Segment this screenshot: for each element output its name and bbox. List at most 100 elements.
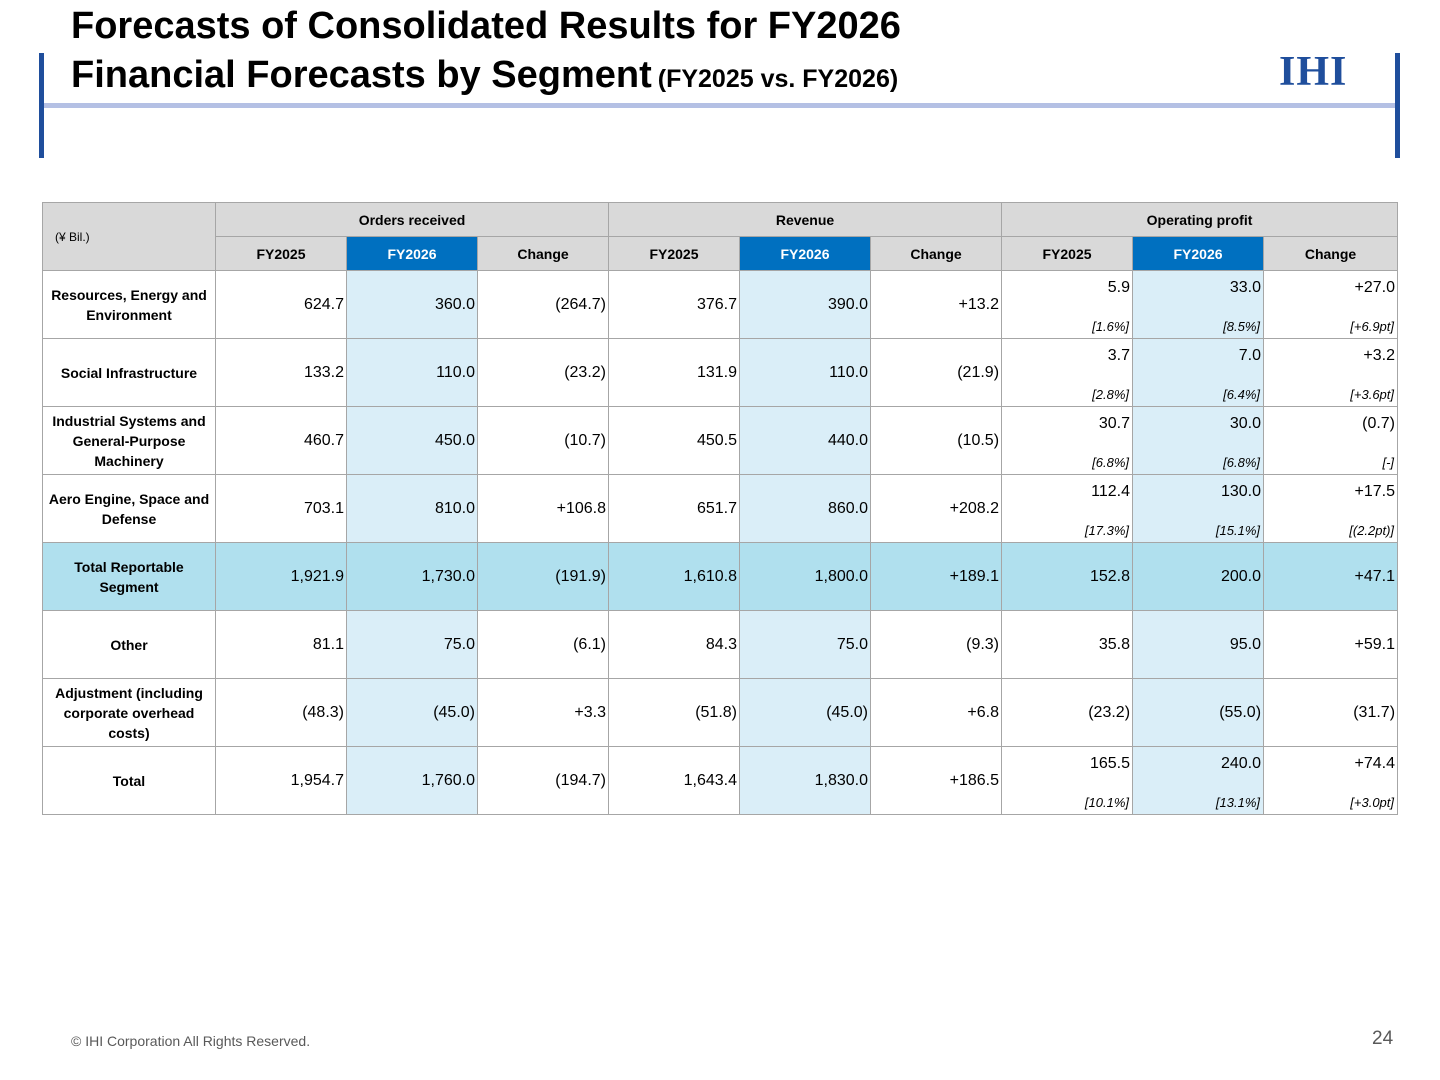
revenue-cell: 1,830.0	[739, 746, 871, 815]
operating-profit-value: 130.0	[1220, 483, 1262, 500]
operating-profit-cell: +59.1	[1263, 610, 1399, 679]
operating-profit-value: 33.0	[1229, 279, 1262, 296]
ihi-logo: IHI	[1279, 49, 1348, 95]
revenue-cell: +208.2	[869, 474, 1003, 543]
operating-margin-value: [+6.9pt]	[1350, 319, 1395, 334]
operating-profit-cell: 165.5 [10.1%]	[1001, 746, 1134, 815]
operating-margin-value: [6.8%]	[1092, 455, 1130, 470]
operating-profit-value: 7.0	[1238, 347, 1262, 364]
col-header: FY2025	[1001, 236, 1134, 271]
operating-profit-cell: 30.0 [6.8%]	[1132, 406, 1265, 475]
orders-cell: 1,921.9	[215, 542, 347, 611]
col-header: Change	[1263, 236, 1399, 271]
section-title-text: Financial Forecasts by Segment	[71, 54, 652, 96]
operating-margin-value: [1.6%]	[1092, 319, 1130, 334]
orders-cell: +3.3	[477, 678, 609, 747]
segment-label: Social Infrastructure	[42, 338, 216, 407]
table-row: Industrial Systems and General-Purpose M…	[42, 406, 1399, 475]
segment-label: Adjustment (including corporate overhead…	[42, 678, 216, 747]
orders-cell: 1,954.7	[215, 746, 347, 815]
operating-margin-value: [2.8%]	[1092, 387, 1130, 402]
operating-margin-value: [15.1%]	[1215, 523, 1261, 538]
revenue-cell: 450.5	[608, 406, 740, 475]
revenue-cell: 1,800.0	[739, 542, 871, 611]
operating-profit-cell: 33.0 [8.5%]	[1132, 270, 1265, 339]
operating-profit-cell: (23.2)	[1001, 678, 1134, 747]
orders-cell: (194.7)	[477, 746, 609, 815]
operating-margin-value: [-]	[1382, 455, 1395, 470]
operating-profit-value: +17.5	[1354, 483, 1396, 500]
operating-profit-cell: 152.8	[1001, 542, 1134, 611]
revenue-cell: (51.8)	[608, 678, 740, 747]
revenue-cell: 1,643.4	[608, 746, 740, 815]
revenue-cell: 376.7	[608, 270, 740, 339]
operating-margin-value: [6.4%]	[1223, 387, 1261, 402]
segment-label: Industrial Systems and General-Purpose M…	[42, 406, 216, 475]
right-accent-bar	[1395, 53, 1400, 158]
orders-cell: (6.1)	[477, 610, 609, 679]
revenue-cell: (10.5)	[869, 406, 1003, 475]
orders-cell: +106.8	[477, 474, 609, 543]
operating-profit-cell: +3.2 [+3.6pt]	[1263, 338, 1399, 407]
operating-profit-cell: 35.8	[1001, 610, 1134, 679]
col-header: FY2026	[346, 236, 478, 271]
orders-cell: 1,760.0	[346, 746, 478, 815]
orders-cell: (191.9)	[477, 542, 609, 611]
col-header: Change	[477, 236, 609, 271]
operating-profit-cell: +47.1	[1263, 542, 1399, 611]
col-header: FY2026	[1132, 236, 1265, 271]
orders-cell: 110.0	[346, 338, 478, 407]
revenue-cell: 110.0	[739, 338, 871, 407]
operating-profit-value: +74.4	[1354, 755, 1396, 772]
operating-margin-value: [8.5%]	[1223, 319, 1261, 334]
col-header: FY2025	[215, 236, 347, 271]
operating-profit-value: 3.7	[1107, 347, 1131, 364]
operating-profit-value: +27.0	[1354, 279, 1396, 296]
segment-label: Resources, Energy and Environment	[42, 270, 216, 339]
operating-margin-value: [(2.2pt)]	[1349, 523, 1395, 538]
operating-profit-value: 5.9	[1107, 279, 1131, 296]
orders-cell: 703.1	[215, 474, 347, 543]
operating-profit-cell: 200.0	[1132, 542, 1265, 611]
orders-cell: 460.7	[215, 406, 347, 475]
section-subtitle: (FY2025 vs. FY2026)	[657, 65, 899, 93]
operating-profit-cell: +74.4 [+3.0pt]	[1263, 746, 1399, 815]
operating-margin-value: [17.3%]	[1084, 523, 1130, 538]
operating-margin-value: [+3.6pt]	[1350, 387, 1395, 402]
table-subheader-row: FY2025 FY2026 Change FY2025 FY2026 Chang…	[43, 236, 1399, 271]
col-header: FY2026	[739, 236, 871, 271]
operating-profit-cell: (31.7)	[1263, 678, 1399, 747]
operating-profit-value: 165.5	[1089, 755, 1131, 772]
segment-label: Aero Engine, Space and Defense	[42, 474, 216, 543]
operating-profit-cell: 3.7 [2.8%]	[1001, 338, 1134, 407]
orders-cell: (264.7)	[477, 270, 609, 339]
revenue-cell: 75.0	[739, 610, 871, 679]
orders-cell: 450.0	[346, 406, 478, 475]
operating-margin-value: [6.8%]	[1223, 455, 1261, 470]
operating-profit-cell: (55.0)	[1132, 678, 1265, 747]
operating-margin-value: [+3.0pt]	[1350, 795, 1395, 810]
table-row: Resources, Energy and Environment 624.7 36…	[42, 270, 1399, 339]
segment-label: Total Reportable Segment	[42, 542, 216, 611]
orders-cell: (45.0)	[346, 678, 478, 747]
revenue-cell: +13.2	[869, 270, 1003, 339]
segment-label: Other	[42, 610, 216, 679]
group-header-revenue: Revenue	[607, 202, 1003, 237]
operating-profit-cell: 112.4 [17.3%]	[1001, 474, 1134, 543]
operating-profit-cell: +27.0 [+6.9pt]	[1263, 270, 1399, 339]
operating-profit-cell: (0.7) [-]	[1263, 406, 1399, 475]
section-title: Financial Forecasts by Segment (FY2025 vs…	[71, 53, 898, 101]
operating-profit-cell: 5.9 [1.6%]	[1001, 270, 1134, 339]
revenue-cell: (9.3)	[869, 610, 1003, 679]
title-underline	[44, 103, 1395, 108]
revenue-cell: 440.0	[739, 406, 871, 475]
col-header: Change	[869, 236, 1003, 271]
page-title: Forecasts of Consolidated Results for FY…	[71, 5, 901, 47]
revenue-cell: +189.1	[869, 542, 1003, 611]
orders-cell: 81.1	[215, 610, 347, 679]
orders-cell: 1,730.0	[346, 542, 478, 611]
orders-cell: 624.7	[215, 270, 347, 339]
orders-cell: (10.7)	[477, 406, 609, 475]
revenue-cell: (45.0)	[739, 678, 871, 747]
page-number: 24	[1372, 1028, 1394, 1049]
